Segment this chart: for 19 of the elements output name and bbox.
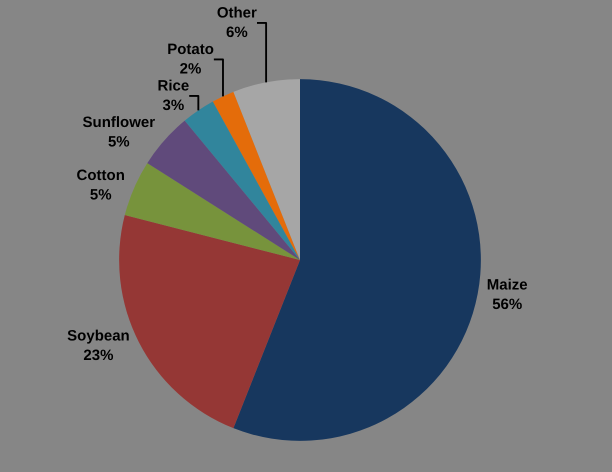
data-label: 3%	[162, 97, 184, 114]
pie-slice	[233, 79, 300, 260]
slice-label: Sunflower	[82, 114, 156, 132]
slice-label: Potato	[167, 41, 214, 58]
slice-label: Rice	[158, 78, 190, 95]
data-label: 56%	[492, 296, 522, 313]
data-label: 2%	[180, 60, 202, 78]
slice-label: Maize	[486, 276, 528, 294]
pie-slice	[184, 102, 300, 260]
pie-slice	[124, 163, 300, 260]
data-label: 6%	[226, 24, 248, 42]
pie-slice	[212, 92, 300, 260]
pie-slice	[233, 79, 481, 441]
slice-label: Cotton	[76, 167, 125, 184]
data-label: 5%	[108, 134, 130, 151]
slice-label: Soybean	[67, 328, 130, 345]
slice-label: Other	[216, 4, 257, 22]
data-label: 23%	[83, 347, 114, 364]
data-label: 5%	[90, 186, 112, 204]
